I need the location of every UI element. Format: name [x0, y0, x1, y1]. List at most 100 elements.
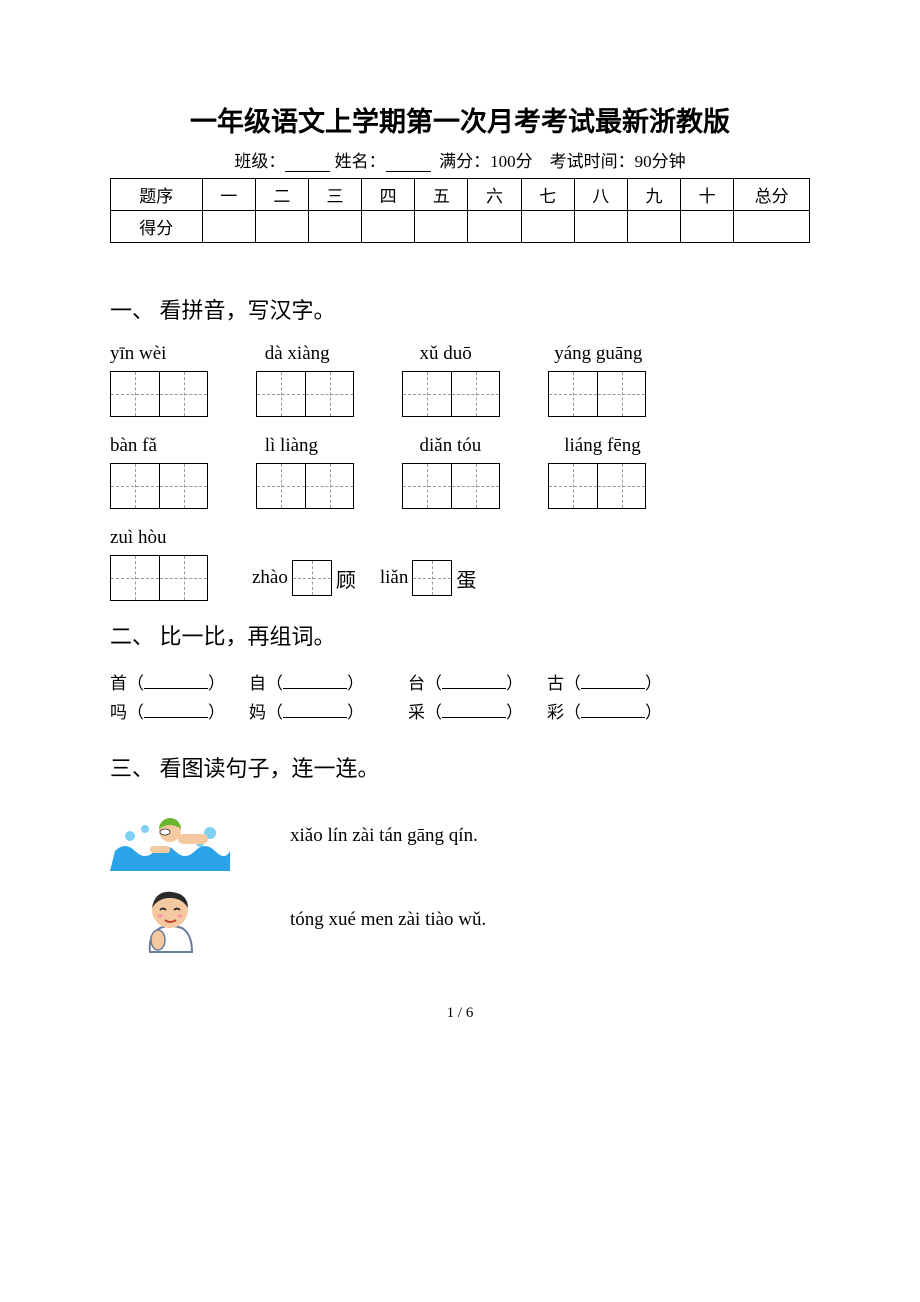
tianzige-box[interactable]: [110, 371, 208, 417]
pinyin-label: yīn wèi: [110, 343, 260, 365]
pinyin-row-2: bàn fǎ lì liàng diǎn tóu liáng fēng: [110, 435, 810, 457]
tianzige-box[interactable]: [110, 555, 208, 601]
compare-item: 自（）: [249, 669, 364, 694]
box-row-3: zhào 顾 liǎn 蛋: [110, 555, 810, 601]
tianzige-box[interactable]: [548, 371, 646, 417]
compare-blank[interactable]: [144, 717, 208, 718]
compare-item: 台（）: [408, 669, 523, 694]
compare-char: 自: [249, 674, 266, 693]
compare-char: 采: [408, 703, 425, 722]
col-1: 一: [202, 179, 255, 211]
score-cell[interactable]: [255, 211, 308, 243]
tianzige-box[interactable]: [548, 463, 646, 509]
score-cell[interactable]: [627, 211, 680, 243]
name-blank[interactable]: [386, 171, 431, 172]
compare-char: 吗: [110, 703, 127, 722]
swim-icon: [110, 801, 230, 871]
score-cell[interactable]: [362, 211, 415, 243]
section1-heading: 一、 看拼音，写汉字。: [110, 293, 810, 325]
inline-pinyin-group-2: liǎn 蛋: [380, 560, 477, 596]
tianzige-small[interactable]: [412, 560, 452, 596]
table-row: 题序 一 二 三 四 五 六 七 八 九 十 总分: [111, 179, 810, 211]
col-8: 八: [574, 179, 627, 211]
col-10: 十: [681, 179, 734, 211]
compare-blank[interactable]: [442, 688, 506, 689]
col-7: 七: [521, 179, 574, 211]
col-3: 三: [308, 179, 361, 211]
compare-item: 妈（）: [249, 698, 364, 723]
pinyin-label: bàn fǎ: [110, 435, 260, 457]
pinyin-label: diǎn tóu: [420, 435, 560, 457]
tianzige-box[interactable]: [110, 463, 208, 509]
compare-blank[interactable]: [144, 688, 208, 689]
tianzige-small[interactable]: [292, 560, 332, 596]
section2-heading: 二、 比一比，再组词。: [110, 619, 810, 651]
pinyin-label: dà xiàng: [265, 343, 415, 365]
tianzige-box[interactable]: [402, 463, 500, 509]
compare-char: 妈: [249, 703, 266, 722]
compare-item: 首（）: [110, 669, 225, 694]
score-cell[interactable]: [521, 211, 574, 243]
box-row-1: [110, 371, 810, 417]
name-label: 姓名：: [335, 152, 386, 171]
col-9: 九: [627, 179, 680, 211]
row2-label: 得分: [111, 211, 203, 243]
section3-heading: 三、 看图读句子，连一连。: [110, 751, 810, 783]
page-title: 一年级语文上学期第一次月考考试最新浙教版: [110, 100, 810, 139]
score-table: 题序 一 二 三 四 五 六 七 八 九 十 总分 得分: [110, 178, 810, 243]
compare-blank[interactable]: [283, 717, 347, 718]
table-row: 得分: [111, 211, 810, 243]
col-total: 总分: [734, 179, 810, 211]
compare-item: 吗（）: [110, 698, 225, 723]
page-footer: 1 / 6: [110, 1005, 810, 1022]
match-text-2: tóng xué men zài tiào wǔ.: [290, 909, 486, 931]
compare-item: 彩（）: [547, 698, 662, 723]
match-row-1: xiǎo lín zài tán gāng qín.: [110, 801, 810, 871]
score-cell[interactable]: [468, 211, 521, 243]
class-label: 班级：: [234, 152, 285, 171]
compare-char: 台: [408, 674, 425, 693]
fullscore-value: 100分: [490, 152, 533, 171]
tianzige-box[interactable]: [256, 371, 354, 417]
score-cell[interactable]: [734, 211, 810, 243]
score-cell[interactable]: [415, 211, 468, 243]
col-6: 六: [468, 179, 521, 211]
inline-hanzi: 蛋: [456, 564, 476, 593]
pinyin-label: lì liàng: [265, 435, 415, 457]
score-cell[interactable]: [202, 211, 255, 243]
compare-blank[interactable]: [581, 688, 645, 689]
match-text-1: xiǎo lín zài tán gāng qín.: [290, 825, 478, 847]
col-2: 二: [255, 179, 308, 211]
pinyin-row-1: yīn wèi dà xiàng xǔ duō yáng guāng: [110, 343, 810, 365]
score-cell[interactable]: [308, 211, 361, 243]
col-5: 五: [415, 179, 468, 211]
boy-icon: [110, 885, 230, 955]
meta-line: 班级： 姓名： 满分：100分 考试时间：90分钟: [110, 147, 810, 172]
page: 一年级语文上学期第一次月考考试最新浙教版 班级： 姓名： 满分：100分 考试时…: [0, 0, 920, 1062]
pinyin-label: liáng fēng: [564, 435, 641, 457]
compare-char: 古: [547, 674, 564, 693]
score-cell[interactable]: [574, 211, 627, 243]
class-blank[interactable]: [285, 171, 330, 172]
score-cell[interactable]: [681, 211, 734, 243]
compare-blank[interactable]: [283, 688, 347, 689]
time-label: 考试时间：: [550, 152, 635, 171]
tianzige-box[interactable]: [256, 463, 354, 509]
inline-pinyin: zhào: [252, 567, 288, 589]
compare-blank[interactable]: [581, 717, 645, 718]
tianzige-box[interactable]: [402, 371, 500, 417]
fullscore-label: 满分：: [439, 152, 490, 171]
inline-hanzi: 顾: [336, 564, 356, 593]
compare-item: 古（）: [547, 669, 662, 694]
match-row-2: tóng xué men zài tiào wǔ.: [110, 885, 810, 955]
col-4: 四: [362, 179, 415, 211]
row1-label: 题序: [111, 179, 203, 211]
compare-item: 采（）: [408, 698, 523, 723]
inline-pinyin: liǎn: [380, 567, 409, 589]
compare-blank[interactable]: [442, 717, 506, 718]
compare-char: 首: [110, 674, 127, 693]
compare-row-2: 吗（） 妈（） 采（） 彩（）: [110, 698, 810, 723]
inline-pinyin-group-1: zhào 顾: [252, 560, 356, 596]
time-value: 90分钟: [635, 152, 686, 171]
pinyin-label: zuì hòu: [110, 527, 166, 548]
